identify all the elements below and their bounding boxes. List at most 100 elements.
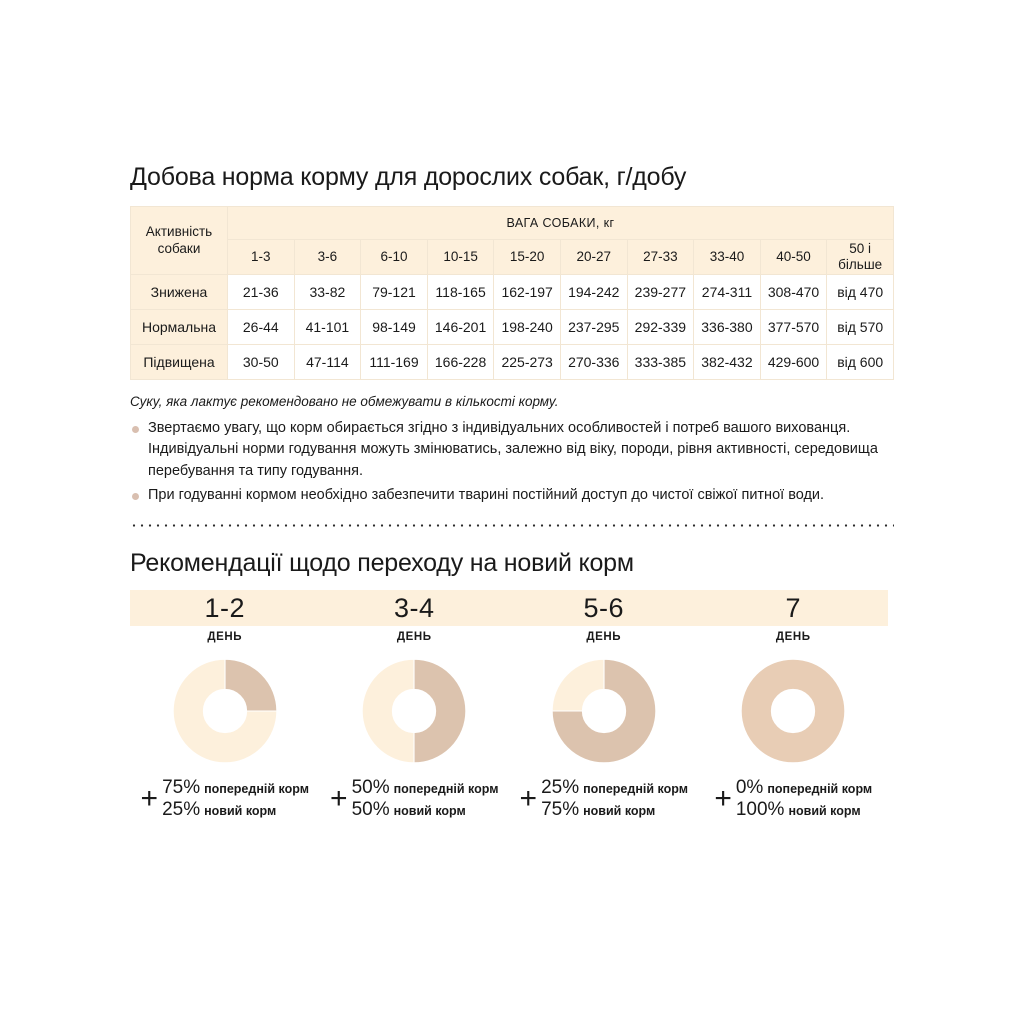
cell-0-4: 162-197 — [493, 274, 561, 310]
plus-icon: + — [330, 781, 348, 815]
legend-day-5-6: + 25% попередній корм 75% новий корм — [520, 777, 688, 821]
section-divider — [130, 523, 894, 527]
infographic-page: Добова норма корму для дорослих собак, г… — [130, 0, 894, 821]
new-label-3: новий корм — [788, 803, 861, 818]
cell-2-6: 333-385 — [626, 344, 695, 380]
cell-1-6: 292-339 — [626, 309, 695, 345]
day-number-0: 1-2 — [204, 592, 246, 623]
legend-cell-2: + 25% попередній корм 75% новий корм — [509, 777, 699, 821]
donut-chart-day-1-2 — [172, 658, 278, 764]
cell-0-9: від 470 — [826, 274, 894, 310]
donut-chart-day-5-6 — [551, 658, 657, 764]
table-header-row-ranges: 1-3 3-6 6-10 10-15 15-20 20-27 27-33 33-… — [131, 239, 894, 275]
cell-0-0: 21-36 — [227, 274, 295, 310]
day-word-2: ДЕНЬ — [586, 630, 622, 643]
notes-list: Звертаємо увагу, що корм обирається згід… — [130, 418, 894, 507]
weight-col-3: 10-15 — [426, 239, 495, 275]
weight-col-4: 15-20 — [493, 239, 561, 275]
cell-1-2: 98-149 — [360, 309, 428, 345]
plus-icon: + — [714, 781, 732, 815]
days-word-row: ДЕНЬ ДЕНЬ ДЕНЬ ДЕНЬ — [130, 631, 888, 643]
cell-2-9: від 600 — [826, 344, 894, 380]
donut-cell-2 — [509, 657, 699, 765]
donut-chart-row — [130, 657, 888, 765]
bullet-dot-icon — [132, 493, 139, 501]
old-pct-0: 75% — [162, 776, 201, 798]
list-item: Звертаємо увагу, що корм обирається згід… — [130, 418, 894, 482]
day-word-1: ДЕНЬ — [396, 630, 432, 643]
donut-chart-day-3-4 — [361, 658, 467, 764]
table-row: Знижена 21-36 33-82 79-121 118-165 162-1… — [130, 274, 894, 310]
old-label-0: попередній корм — [204, 781, 309, 796]
activity-header-cell: Активність собаки — [130, 206, 228, 275]
feeding-norm-table: Активність собаки ВАГА СОБАКИ, кг 1-3 3-… — [130, 206, 894, 380]
legend-cell-0: + 75% попередній корм 25% новий корм — [130, 777, 320, 821]
day-word-0: ДЕНЬ — [207, 630, 243, 643]
day-number-3: 7 — [785, 592, 802, 623]
cell-1-0: 26-44 — [227, 309, 295, 345]
note-text-1: При годуванні кормом необхідно забезпечи… — [148, 487, 825, 504]
donut-cell-1 — [320, 657, 510, 765]
cell-2-3: 166-228 — [426, 344, 495, 380]
cell-2-1: 47-114 — [293, 344, 362, 380]
cell-1-3: 146-201 — [426, 309, 495, 345]
list-item: При годуванні кормом необхідно забезпечи… — [130, 485, 894, 506]
cell-1-1: 41-101 — [293, 309, 362, 345]
bullet-dot-icon — [132, 426, 139, 433]
cell-0-1: 33-82 — [293, 274, 362, 310]
donut-cell-3 — [699, 657, 889, 765]
cell-0-6: 239-277 — [626, 274, 695, 310]
row-label-1: Нормальна — [130, 309, 228, 345]
transition-title: Рекомендації щодо переходу на новий корм — [130, 548, 634, 577]
cell-2-7: 382-432 — [693, 344, 761, 380]
old-pct-3: 0% — [735, 776, 764, 798]
note-text-0: Звертаємо увагу, що корм обирається згід… — [148, 420, 878, 479]
weight-col-5: 20-27 — [559, 239, 628, 275]
row-label-0: Знижена — [130, 274, 228, 310]
weight-col-7: 33-40 — [693, 239, 761, 275]
weight-col-8: 40-50 — [759, 239, 828, 275]
weight-col-6: 27-33 — [626, 239, 695, 275]
old-label-3: попередній корм — [767, 781, 873, 796]
cell-2-0: 30-50 — [227, 344, 295, 380]
weight-col-0: 1-3 — [227, 239, 295, 275]
days-band: 1-2 3-4 5-6 7 — [130, 589, 888, 626]
cell-0-2: 79-121 — [360, 274, 428, 310]
new-pct-2: 75% — [541, 798, 580, 820]
old-pct-2: 25% — [541, 776, 580, 798]
row-label-2: Підвищена — [130, 344, 228, 380]
legend-row: + 75% попередній корм 25% новий корм + — [130, 777, 888, 821]
new-pct-1: 50% — [351, 798, 390, 820]
cell-2-4: 225-273 — [493, 344, 561, 380]
plus-icon: + — [140, 781, 159, 815]
table-row: Нормальна 26-44 41-101 98-149 146-201 19… — [130, 309, 894, 345]
weight-col-2: 6-10 — [360, 239, 428, 275]
new-pct-3: 100% — [735, 798, 785, 820]
cell-0-3: 118-165 — [426, 274, 495, 310]
old-label-1: попередній корм — [393, 781, 499, 796]
legend-cell-1: + 50% попередній корм 50% новий корм — [320, 777, 510, 821]
new-label-2: новий корм — [583, 803, 656, 818]
new-label-0: новий корм — [204, 803, 277, 818]
cell-2-5: 270-336 — [559, 344, 628, 380]
old-label-2: попередній корм — [583, 781, 688, 796]
old-pct-1: 50% — [351, 776, 390, 798]
donut-cell-0 — [130, 657, 320, 765]
cell-0-8: 308-470 — [759, 274, 828, 310]
new-label-1: новий корм — [393, 803, 466, 818]
legend-day-3-4: + 50% попередній корм 50% новий корм — [330, 777, 498, 821]
lactating-note: Суку, яка лактує рекомендовано не обмежу… — [130, 394, 559, 409]
weight-col-9: 50 і більше — [826, 239, 894, 275]
cell-0-5: 194-242 — [559, 274, 628, 310]
cell-0-7: 274-311 — [693, 274, 761, 310]
legend-day-7: + 0% попередній корм 100% новий корм — [714, 777, 872, 821]
cell-2-2: 111-169 — [360, 344, 428, 380]
new-pct-0: 25% — [162, 798, 201, 820]
donut-chart-day-7 — [740, 658, 846, 764]
weight-col-1: 3-6 — [293, 239, 362, 275]
day-number-1: 3-4 — [393, 592, 435, 623]
legend-day-1-2: + 75% попередній корм 25% новий корм — [141, 777, 309, 821]
page-title: Добова норма корму для дорослих собак, г… — [130, 163, 687, 191]
legend-cell-3: + 0% попередній корм 100% новий корм — [699, 777, 889, 821]
table-header-row-top: Активність собаки ВАГА СОБАКИ, кг — [130, 206, 894, 275]
